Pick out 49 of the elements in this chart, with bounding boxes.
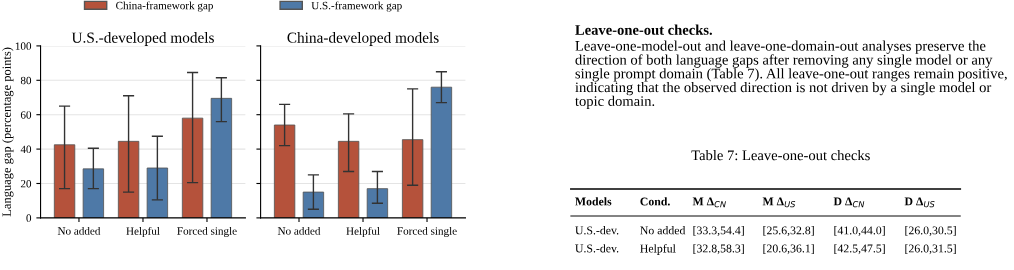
text: [41.0,44.0]: [834, 226, 885, 237]
bar: [401, 139, 424, 218]
text: D Δ$_{CN}$: [833, 197, 865, 208]
bar: [181, 117, 204, 218]
text: [25.6,32.8]: [763, 226, 814, 237]
text: Cond.: [640, 197, 670, 206]
text: [33.3,54.4]: [693, 226, 744, 237]
x-tick-label: Helpful: [126, 226, 160, 238]
y-tick-label: 0: [26, 214, 32, 222]
y-axis-title: Language gap (percentage points): [2, 47, 14, 217]
x-tick-label: Helpful: [346, 226, 380, 238]
text: [26.0,30.5]: [905, 226, 956, 237]
y-tick-label: 100: [15, 42, 32, 50]
bar: [146, 167, 169, 218]
text: Leave-one-out checks.: [575, 24, 713, 35]
text: [20.6,36.1]: [763, 244, 814, 255]
y-tick-label: 80: [20, 76, 32, 85]
bar: [302, 191, 325, 218]
text: [26.0,31.5]: [905, 244, 956, 255]
x-tick-label: No added: [277, 226, 321, 235]
text: [32.8,58.3]: [693, 244, 744, 255]
legend-label: China-framework gap: [116, 1, 213, 12]
text: M Δ$_{CN}$: [692, 197, 726, 208]
x-tick-label: No added: [57, 226, 101, 235]
chart-title: China-developed models: [287, 32, 439, 46]
text: U.S.-dev.: [575, 244, 619, 253]
bar: [117, 140, 140, 218]
text: U.S.-dev.: [575, 226, 619, 235]
y-tick-label: 60: [20, 111, 32, 119]
bar: [337, 140, 360, 218]
text: Models: [575, 197, 612, 206]
text: [42.5,47.5]: [834, 244, 885, 255]
bar: [366, 188, 389, 218]
bar: [53, 144, 76, 218]
x-tick-label: Forced single: [397, 226, 457, 238]
bar: [82, 168, 105, 218]
bar: [273, 124, 296, 218]
chart-title: U.S.-developed models: [71, 32, 214, 46]
text: Helpful: [640, 244, 676, 255]
x-tick-label: Forced single: [177, 226, 237, 238]
bar: [210, 97, 233, 218]
legend-label: U.S.-framework gap: [311, 1, 402, 12]
y-tick-label: 20: [20, 179, 32, 188]
text: D Δ$_{US}$: [904, 197, 935, 208]
text: M Δ$_{US}$: [762, 197, 796, 208]
text: Leave-one-model-out and leave-one-domain-out analyses preserve the direction of both language gaps after removing any single model or any single prompt domain (Table 7). All leave-one-out ranges remain positive, indicating that the observed direction is not driven by a single model or topic domain.: [575, 40, 1007, 109]
bar: [430, 86, 453, 218]
y-tick-label: 40: [20, 145, 32, 154]
caption: Table 7: Leave-one-out checks: [691, 149, 870, 161]
